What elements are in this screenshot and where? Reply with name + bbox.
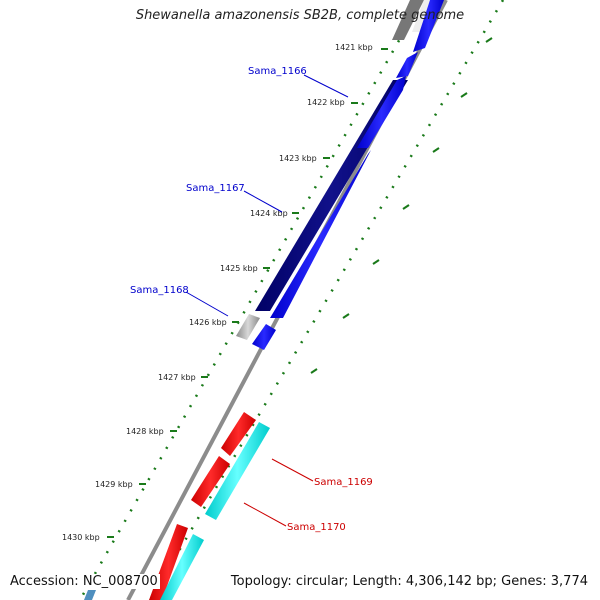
tick-label-1425: 1425 kbp xyxy=(220,264,258,273)
gene-features xyxy=(84,0,444,600)
gene-leader-lines xyxy=(185,74,349,527)
map-title: Shewanella amazonensis SB2B, complete ge… xyxy=(135,8,465,23)
tick-label-1421: 1421 kbp xyxy=(335,43,373,52)
gene-feature-sama-1167[interactable] xyxy=(357,76,406,148)
leader-sama-1166 xyxy=(303,74,349,98)
gene-label-sama-1169[interactable]: Sama_1169 xyxy=(314,477,373,488)
tick-label-1430: 1430 kbp xyxy=(62,533,100,542)
tick-label-1427: 1427 kbp xyxy=(158,373,196,382)
gene-feature-sama-1169-b[interactable] xyxy=(191,456,230,507)
tick-label-1428: 1428 kbp xyxy=(126,427,164,436)
gene-label-sama-1166[interactable]: Sama_1166 xyxy=(248,66,307,77)
gene-feature-bottom-sliver[interactable] xyxy=(84,590,96,600)
leader-sama-1169 xyxy=(271,458,314,482)
gene-feature-sama-1170-b[interactable] xyxy=(160,534,204,600)
kbp-ruler: 1421 kbp 1422 kbp 1423 kbp 1424 kbp 1425… xyxy=(62,43,388,542)
tick-label-1423: 1423 kbp xyxy=(279,154,317,163)
gene-feature-blue-small[interactable] xyxy=(396,52,418,78)
gene-label-sama-1168[interactable]: Sama_1168 xyxy=(130,285,189,296)
gene-feature-blue-top[interactable] xyxy=(413,0,444,52)
tick-label-1426: 1426 kbp xyxy=(189,318,227,327)
tick-label-1424: 1424 kbp xyxy=(250,209,288,218)
gene-labels: Sama_1166 Sama_1167 Sama_1168 Sama_1169 … xyxy=(130,66,373,533)
gene-feature-sama-1170-a[interactable] xyxy=(205,422,270,520)
tick-label-1422: 1422 kbp xyxy=(307,98,345,107)
accession-text: Accession: NC_008700 xyxy=(8,574,160,589)
inner-dotted-track xyxy=(78,29,407,600)
gene-feature-grey-mid[interactable] xyxy=(236,314,260,340)
tick-label-1429: 1429 kbp xyxy=(95,480,133,489)
outer-dotted-track xyxy=(148,0,505,600)
leader-sama-1170 xyxy=(243,502,287,527)
gene-feature-blue-arrow[interactable] xyxy=(252,324,276,350)
gene-label-sama-1167[interactable]: Sama_1167 xyxy=(186,183,245,194)
topology-text: Topology: circular; Length: 4,306,142 bp… xyxy=(228,574,590,589)
leader-sama-1167 xyxy=(243,190,283,213)
gene-feature-grey-top[interactable] xyxy=(392,0,424,40)
leader-sama-1168 xyxy=(185,291,229,317)
gene-feature-sama-1168[interactable] xyxy=(270,150,371,318)
outer-track-ticks xyxy=(310,37,493,374)
gene-label-sama-1170[interactable]: Sama_1170 xyxy=(287,522,346,533)
gene-feature-sama-1169-a[interactable] xyxy=(221,412,256,456)
